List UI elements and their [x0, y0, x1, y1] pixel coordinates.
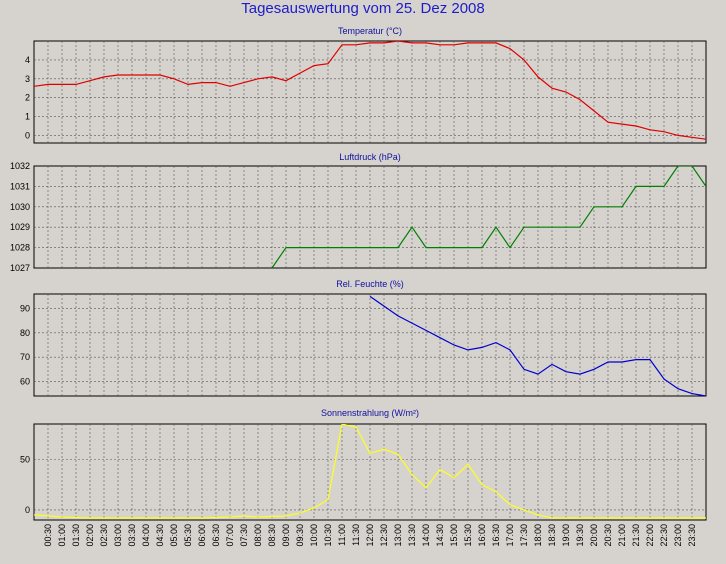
y-tick-label: 80 — [20, 328, 30, 338]
series-line — [34, 424, 706, 519]
y-tick-label: 1027 — [10, 263, 30, 273]
plot-area — [33, 293, 707, 397]
x-tick-label: 16:30 — [491, 524, 501, 547]
y-tick-label: 50 — [20, 454, 30, 464]
panel-title: Sonnenstrahlung (W/m²) — [321, 408, 419, 418]
x-tick-label: 12:30 — [379, 524, 389, 547]
x-tick-label: 20:00 — [589, 524, 599, 547]
x-tick-label: 11:00 — [337, 524, 347, 546]
y-tick-label: 2 — [25, 93, 30, 103]
x-tick-label: 15:00 — [449, 524, 459, 547]
x-tick-label: 23:00 — [673, 524, 683, 547]
x-tick-label: 14:30 — [435, 524, 445, 547]
x-tick-label: 15:30 — [463, 524, 473, 547]
x-tick-label: 17:00 — [505, 524, 515, 547]
x-tick-label: 06:00 — [197, 524, 207, 547]
x-tick-label: 03:00 — [113, 524, 123, 547]
x-tick-label: 19:30 — [575, 524, 585, 547]
y-tick-label: 1032 — [10, 161, 30, 171]
plot-area — [33, 165, 707, 269]
plot-area — [33, 40, 707, 144]
x-tick-label: 02:00 — [85, 524, 95, 547]
series-line — [271, 166, 706, 268]
x-tick-label: 14:00 — [421, 524, 431, 547]
y-tick-label: 60 — [20, 376, 30, 386]
x-tick-label: 20:30 — [603, 524, 613, 547]
x-tick-label: 01:00 — [57, 524, 67, 547]
x-tick-label: 04:30 — [155, 524, 165, 547]
y-tick-label: 1031 — [10, 181, 30, 191]
x-tick-label: 07:00 — [225, 524, 235, 547]
panel-title: Temperatur (°C) — [338, 26, 402, 36]
panel-title: Luftdruck (hPa) — [339, 152, 401, 162]
y-tick-label: 0 — [25, 130, 30, 140]
x-tick-label: 06:30 — [211, 524, 221, 547]
chart-main-title: Tagesauswertung vom 25. Dez 2008 — [241, 0, 485, 17]
x-tick-label: 19:00 — [561, 524, 571, 547]
x-tick-label: 13:00 — [393, 524, 403, 547]
x-tick-label: 08:00 — [253, 524, 263, 547]
x-tick-label: 22:30 — [659, 524, 669, 547]
x-tick-label: 05:00 — [169, 524, 179, 547]
x-tick-label: 16:00 — [477, 524, 487, 547]
x-tick-label: 08:30 — [267, 524, 277, 547]
y-tick-label: 1028 — [10, 243, 30, 253]
y-tick-label: 3 — [25, 74, 30, 84]
x-tick-label: 18:00 — [533, 524, 543, 547]
x-tick-label: 18:30 — [547, 524, 557, 547]
y-tick-label: 70 — [20, 352, 30, 362]
x-tick-label: 09:00 — [281, 524, 291, 547]
y-tick-label: 4 — [25, 55, 30, 65]
x-tick-label: 05:30 — [183, 524, 193, 547]
y-tick-label: 1 — [25, 112, 30, 122]
x-tick-label: 09:30 — [295, 524, 305, 547]
x-tick-label: 07:30 — [239, 524, 249, 547]
x-tick-label: 22:00 — [645, 524, 655, 547]
x-tick-label: 03:30 — [127, 524, 137, 547]
x-tick-label: 02:30 — [99, 524, 109, 547]
series-line — [369, 295, 706, 396]
x-tick-label: 00:30 — [43, 524, 53, 547]
x-tick-label: 21:00 — [617, 524, 627, 547]
x-tick-label: 10:00 — [309, 524, 319, 547]
y-tick-label: 1029 — [10, 222, 30, 232]
panel-title: Rel. Feuchte (%) — [336, 279, 404, 289]
series-line — [34, 41, 706, 140]
x-tick-label: 13:30 — [407, 524, 417, 547]
x-tick-label: 12:00 — [365, 524, 375, 547]
x-tick-label: 10:30 — [323, 524, 333, 547]
x-tick-label: 21:30 — [631, 524, 641, 547]
y-tick-label: 90 — [20, 304, 30, 314]
x-tick-label: 23:30 — [687, 524, 697, 547]
x-tick-label: 04:00 — [141, 524, 151, 547]
y-tick-label: 1030 — [10, 202, 30, 212]
x-tick-label: 17:30 — [519, 524, 529, 547]
x-tick-label: 01:30 — [71, 524, 81, 547]
x-tick-label: 11:30 — [351, 524, 361, 546]
y-tick-label: 0 — [25, 505, 30, 515]
